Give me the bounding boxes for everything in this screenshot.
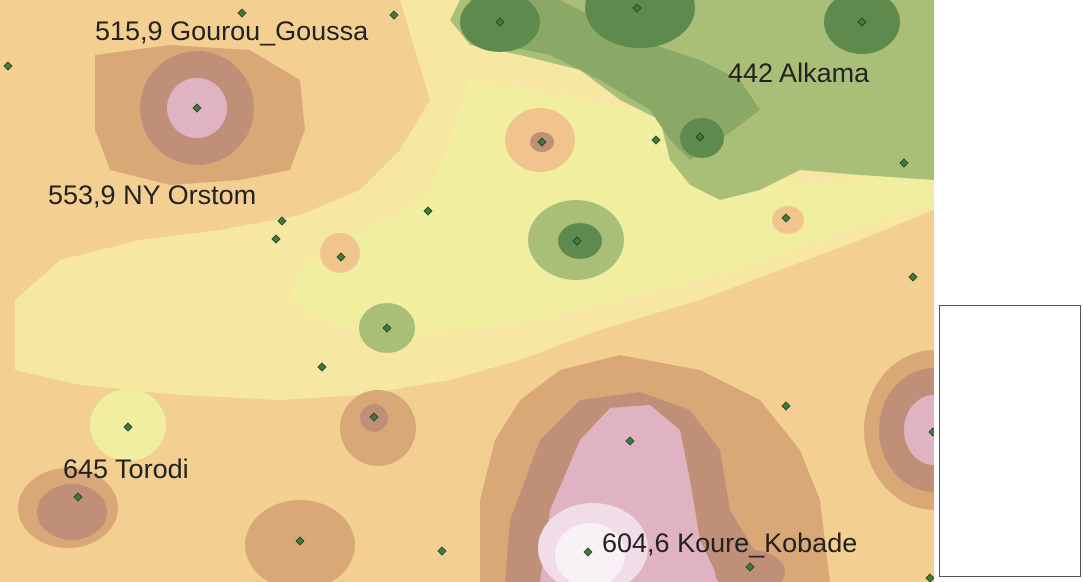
diamond-icon [192,103,202,113]
diamond-icon [423,206,433,216]
diamond-icon [389,10,399,20]
diamond-icon [925,573,934,582]
diamond-icon [495,17,505,27]
label-gourou-goussa: 515,9 Gourou_Goussa [95,16,369,46]
diamond-icon [237,8,247,18]
map-canvas: 515,9 Gourou_Goussa 442 Alkama 553,9 NY … [0,0,934,582]
legend-box [939,305,1081,577]
diamond-icon [3,61,13,71]
zone-pink-east [904,395,934,465]
label-ny-orstom: 553,9 NY Orstom [48,180,256,210]
diamond-icon [369,412,379,422]
label-torodi: 645 Torodi [63,454,189,484]
label-koure-kobade: 604,6 Koure_Kobade [602,528,857,558]
diamond-icon [382,323,392,333]
diamond-icon [336,252,346,262]
diamond-icon [437,546,447,556]
diamond-icon [651,135,661,145]
zone-brown-sw-core [37,484,107,540]
diamond-icon [781,401,791,411]
diamond-icon [899,158,909,168]
diamond-icon [317,362,327,372]
diamond-icon [583,547,593,557]
diamond-icon [928,427,934,437]
diamond-icon [781,213,791,223]
zone-green-mid [470,0,760,160]
zone-tan-2 [320,233,360,273]
diamond-icon [625,436,635,446]
diamond-icon [857,17,867,27]
label-alkama: 442 Alkama [728,58,870,88]
zone-pale-yellow [290,80,934,335]
zone-green-dark-3 [824,0,900,54]
rainfall-map: 515,9 Gourou_Goussa 442 Alkama 553,9 NY … [0,0,934,582]
diamond-icon [572,236,582,246]
station-markers [3,3,934,582]
diamond-icon [745,562,755,572]
zone-green-dark-2 [585,0,695,48]
diamond-icon [537,137,547,147]
diamond-icon [73,492,83,502]
diamond-icon [695,132,705,142]
diamond-icon [295,536,305,546]
diamond-icon [277,216,287,226]
diamond-icon [908,272,918,282]
diamond-icon [123,422,133,432]
diamond-icon [271,234,281,244]
diamond-icon [632,3,642,13]
